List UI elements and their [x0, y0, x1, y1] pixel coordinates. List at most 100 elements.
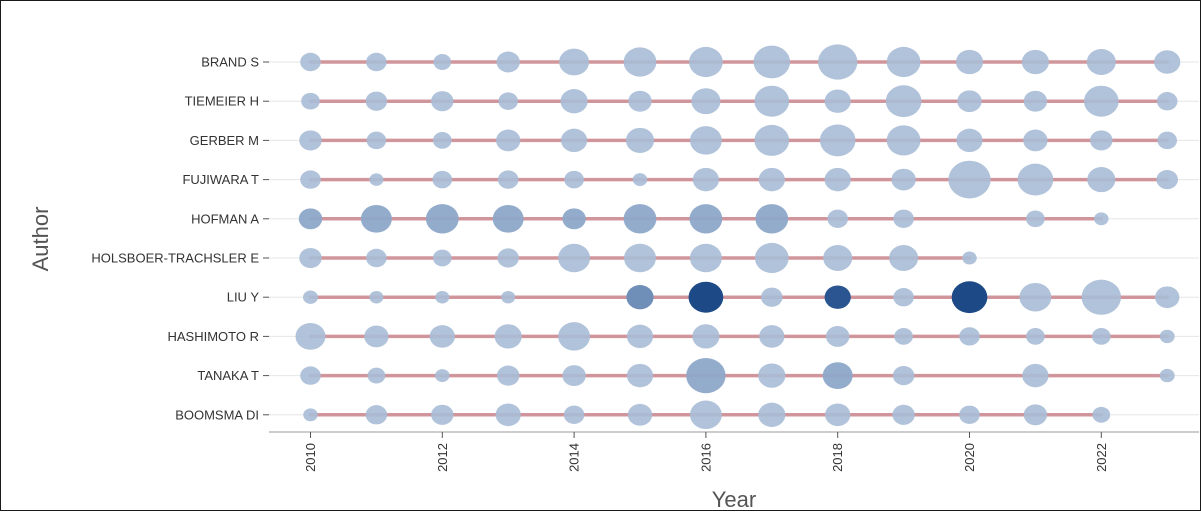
bubble-liu-y-2019: [893, 288, 914, 307]
bubble-brand-s-2023: [1154, 50, 1181, 74]
bubble-liu-y-2023: [1155, 286, 1180, 309]
bubble-tiemeier-h-2023: [1156, 92, 1178, 111]
bubble-boomsma-di-2017: [758, 402, 786, 427]
y-tick-label-gerber-m: GERBER M: [190, 133, 259, 148]
bubble-brand-s-2013: [496, 51, 520, 73]
y-tick-label-fujiwara-t: FUJIWARA T: [182, 172, 259, 187]
bubbles: [295, 44, 1181, 430]
bubble-gerber-m-2012: [432, 132, 452, 149]
bubble-gerber-m-2021: [1023, 129, 1048, 152]
x-tick-label-2022: 2022: [1094, 443, 1109, 472]
bubble-fujiwara-t-2016: [692, 167, 720, 192]
axes: [263, 61, 1199, 438]
bubble-liu-y-2017: [761, 287, 783, 307]
y-tick-label-holsboer-trachsler-e: HOLSBOER-TRACHSLER E: [91, 251, 259, 266]
bubble-hashimoto-r-2014: [558, 322, 591, 351]
bubble-liu-y-2010: [303, 290, 318, 304]
tick-labels: BRAND S TIEMEIER H GERBER M FUJIWARA T HOFMA…: [91, 55, 1108, 472]
bubble-liu-y-2020: [951, 281, 988, 314]
bubble-boomsma-di-2018: [825, 403, 851, 427]
bubble-brand-s-2019: [886, 46, 921, 78]
x-tick-label-2020: 2020: [962, 443, 977, 472]
bubble-hashimoto-r-2021: [1026, 328, 1045, 345]
bubble-hashimoto-r-2012: [429, 325, 455, 348]
bubble-tanaka-t-2021: [1022, 363, 1049, 388]
bubble-holsboer-trachsler-e-2013: [497, 248, 519, 268]
bubble-fujiwara-t-2014: [564, 170, 584, 189]
bubble-tanaka-t-2014: [562, 365, 586, 387]
bubble-tiemeier-h-2015: [628, 90, 652, 112]
bubble-gerber-m-2011: [366, 131, 387, 150]
bubble-boomsma-di-2015: [627, 403, 653, 426]
bubble-fujiwara-t-2023: [1156, 169, 1178, 190]
y-tick-label-hashimoto-r: HASHIMOTO R: [168, 329, 260, 344]
bubble-tiemeier-h-2020: [957, 90, 982, 113]
bubble-liu-y-2021: [1019, 282, 1052, 312]
bubble-gerber-m-2022: [1090, 130, 1113, 151]
x-tick-label-2012: 2012: [435, 443, 450, 472]
bubble-tiemeier-h-2010: [301, 92, 320, 110]
y-tick-label-tiemeier-h: TIEMEIER H: [185, 94, 259, 109]
bubble-liu-y-2018: [824, 285, 851, 309]
bubble-tiemeier-h-2012: [431, 91, 454, 112]
bubble-fujiwara-t-2012: [432, 170, 453, 189]
bubble-tanaka-t-2023: [1159, 368, 1175, 383]
bubble-fujiwara-t-2011: [369, 173, 384, 186]
bubble-holsboer-trachsler-e-2017: [754, 242, 789, 274]
bubble-gerber-m-2017: [754, 124, 790, 156]
bubble-fujiwara-t-2021: [1017, 163, 1054, 196]
bubble-brand-s-2015: [623, 47, 657, 77]
y-tick-label-boomsma-di: BOOMSMA DI: [175, 407, 259, 422]
y-tick-label-liu-y: LIU Y: [227, 290, 260, 305]
bubble-boomsma-di-2016: [689, 400, 722, 430]
bubble-gerber-m-2010: [299, 130, 322, 151]
bubble-holsboer-trachsler-e-2020: [962, 251, 977, 265]
bubble-gerber-m-2023: [1157, 131, 1178, 150]
bubble-fujiwara-t-2019: [891, 168, 916, 191]
y-axis-title: Author: [28, 207, 53, 272]
bubble-hofman-a-2014: [562, 208, 586, 230]
bubble-boomsma-di-2020: [959, 405, 980, 424]
bubble-gerber-m-2019: [886, 125, 921, 156]
bubble-brand-s-2021: [1021, 49, 1049, 75]
bubble-hofman-a-2011: [360, 204, 392, 233]
bubble-gerber-m-2018: [819, 124, 856, 157]
bubble-gerber-m-2020: [956, 128, 983, 153]
bubble-hashimoto-r-2023: [1159, 329, 1175, 344]
bubble-brand-s-2022: [1086, 49, 1116, 75]
bubble-gerber-m-2013: [496, 129, 521, 152]
bubble-boomsma-di-2010: [303, 408, 318, 422]
bubble-fujiwara-t-2020: [948, 160, 991, 199]
bubble-tiemeier-h-2019: [885, 85, 922, 118]
gridlines: [269, 61, 1199, 416]
bubble-hofman-a-2016: [689, 204, 723, 234]
bubble-hashimoto-r-2013: [494, 324, 522, 349]
bubble-holsboer-trachsler-e-2010: [299, 247, 322, 269]
bubble-holsboer-trachsler-e-2015: [624, 243, 656, 273]
bubble-holsboer-trachsler-e-2012: [432, 249, 452, 267]
bubble-tanaka-t-2018: [822, 362, 853, 389]
bubble-tiemeier-h-2014: [560, 89, 588, 114]
bubble-hashimoto-r-2010: [295, 323, 326, 350]
bubble-tanaka-t-2019: [892, 365, 915, 386]
bubble-tiemeier-h-2018: [824, 89, 851, 113]
bubble-tanaka-t-2017: [758, 363, 786, 388]
bubble-fujiwara-t-2018: [824, 167, 851, 192]
bubble-hashimoto-r-2019: [894, 328, 913, 345]
bubble-holsboer-trachsler-e-2019: [889, 245, 919, 271]
bubble-hofman-a-2015: [623, 204, 657, 234]
bubble-brand-s-2017: [753, 45, 791, 79]
bubble-boomsma-di-2019: [892, 404, 915, 425]
bubble-gerber-m-2014: [560, 128, 588, 153]
bubble-hashimoto-r-2017: [759, 325, 785, 348]
y-tick-label-tanaka-t: TANAKA T: [197, 368, 259, 383]
bubble-holsboer-trachsler-e-2016: [689, 243, 722, 273]
bubble-tanaka-t-2016: [686, 358, 726, 394]
bubble-hofman-a-2010: [298, 208, 323, 230]
bubble-liu-y-2016: [688, 281, 724, 313]
bubble-boomsma-di-2014: [563, 405, 585, 424]
x-tick-label-2014: 2014: [567, 443, 582, 472]
bubble-hofman-a-2022: [1094, 212, 1109, 226]
bubble-fujiwara-t-2022: [1087, 167, 1116, 193]
